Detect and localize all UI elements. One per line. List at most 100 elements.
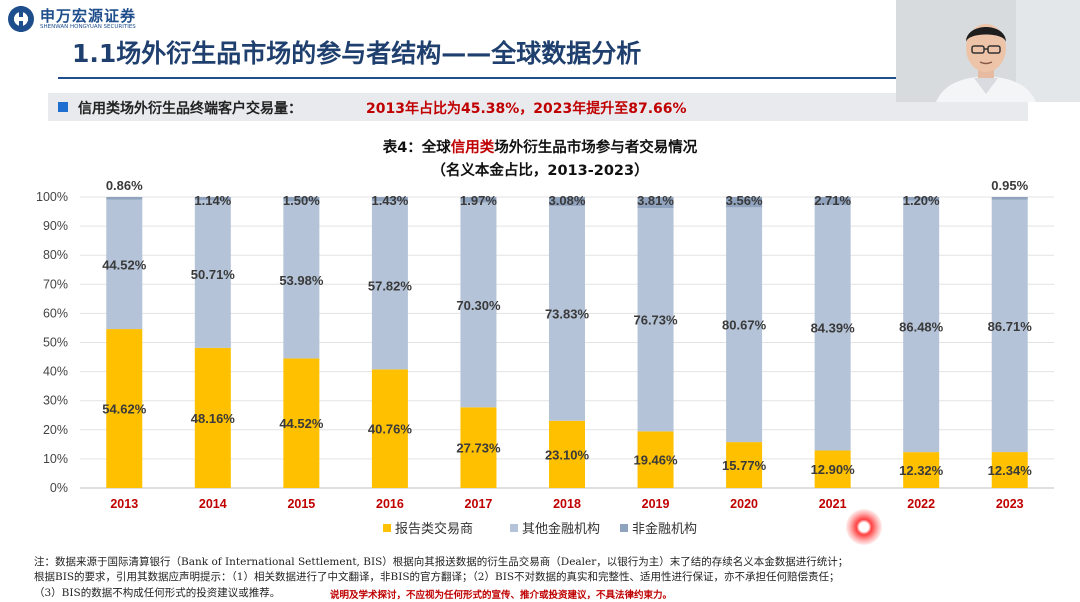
legend-swatch: [383, 524, 391, 532]
data-label: 50.71%: [191, 267, 236, 282]
data-label: 27.73%: [456, 441, 501, 456]
bar-segment: [637, 431, 674, 488]
bar-segment: [814, 450, 851, 488]
highlight-value: 2013年占比为45.38%，2023年提升至87.66%: [366, 101, 687, 117]
data-label: 15.77%: [722, 458, 767, 473]
data-label: 86.48%: [899, 319, 944, 334]
y-tick-label: 0%: [50, 481, 68, 495]
data-label: 2.71%: [814, 193, 851, 208]
data-label: 1.43%: [371, 193, 408, 208]
data-label: 84.39%: [811, 321, 856, 336]
source-note-line1: 注：数据来源于国际清算银行（Bank of International Sett…: [34, 556, 849, 568]
data-label: 73.83%: [545, 306, 590, 321]
bar-segment: [726, 442, 763, 488]
bar-segment: [460, 407, 497, 488]
data-label: 44.52%: [102, 257, 147, 272]
bar-segment: [549, 197, 585, 206]
y-tick-label: 40%: [43, 365, 68, 379]
chart-title-highlight: 信用类: [450, 140, 495, 156]
x-tick-label: 2017: [465, 497, 493, 511]
laser-pointer-icon: [846, 509, 882, 545]
logo-mark-icon: [8, 6, 34, 32]
bar-segment: [194, 200, 231, 348]
highlight-bar: 信用类场外衍生品终端客户交易量： 2013年占比为45.38%，2023年提升至…: [48, 93, 1028, 121]
bar-segment: [460, 202, 497, 408]
highlight-label: 信用类场外衍生品终端客户交易量：: [78, 101, 302, 117]
legend-label: 报告类交易商: [395, 521, 473, 537]
bar-segment: [903, 200, 940, 453]
data-label: 44.52%: [279, 416, 324, 431]
x-tick-label: 2018: [553, 497, 581, 511]
x-tick-label: 2014: [199, 497, 227, 511]
x-tick-label: 2022: [907, 497, 935, 511]
title-divider: [58, 77, 896, 79]
bar-segment: [991, 197, 1028, 200]
data-label: 12.90%: [811, 462, 856, 477]
data-label: 3.56%: [726, 193, 763, 208]
bar-segment: [637, 208, 674, 432]
data-label: 48.16%: [191, 411, 236, 426]
chart-title-line2: （名义本金占比，2013-2023）: [431, 163, 649, 179]
bar-segment: [194, 197, 231, 201]
y-tick-label: 90%: [43, 219, 68, 233]
y-tick-label: 80%: [43, 248, 68, 262]
data-label: 12.32%: [899, 463, 944, 478]
data-label: 86.71%: [988, 319, 1033, 334]
y-tick-label: 30%: [43, 394, 68, 408]
y-tick-label: 100%: [36, 190, 68, 204]
bar-segment: [371, 201, 408, 370]
bullet-square-icon: [58, 102, 68, 112]
bar-segment: [726, 207, 763, 443]
x-tick-label: 2023: [996, 497, 1024, 511]
data-label: 80.67%: [722, 318, 767, 333]
disclaimer-text: 说明及学术探讨，不应视为任何形式的宣传、推介或投资建议，不具法律约束力。: [330, 590, 673, 601]
data-label: 54.62%: [102, 402, 147, 417]
presenter-video: [896, 0, 1080, 102]
company-logo: 申万宏源证券 SHENWAN HONGYUAN SECURITIES: [6, 4, 146, 34]
data-label: 3.08%: [549, 193, 586, 208]
bar-segment: [549, 420, 585, 488]
logo-text-en: SHENWAN HONGYUAN SECURITIES: [40, 24, 136, 30]
legend-swatch: [620, 524, 628, 532]
data-label: 1.97%: [460, 193, 497, 208]
bar-segment: [814, 204, 851, 451]
bar-segment: [549, 205, 585, 421]
x-tick-label: 2021: [819, 497, 847, 511]
x-tick-label: 2016: [376, 497, 404, 511]
data-label: 57.82%: [368, 278, 413, 293]
x-tick-label: 2013: [110, 497, 138, 511]
bar-segment: [283, 201, 320, 359]
x-tick-label: 2019: [642, 497, 670, 511]
source-note-line3: （3）BIS的数据不构成任何形式的投资建议或推荐。: [34, 587, 281, 599]
bar-segment: [106, 329, 143, 488]
source-note-line2: 根据BIS的要求，引用其数据应声明提示：（1）相关数据进行了中文翻译，非BIS的…: [34, 571, 840, 583]
bar-segment: [903, 452, 940, 488]
y-tick-label: 10%: [43, 452, 68, 466]
bar-segment: [991, 452, 1028, 488]
legend-swatch: [510, 524, 518, 532]
y-tick-label: 20%: [43, 423, 68, 437]
x-tick-label: 2015: [287, 497, 315, 511]
logo-text-cn: 申万宏源证券: [40, 7, 137, 25]
bar-segment: [726, 197, 763, 208]
data-label: 1.14%: [194, 193, 231, 208]
bar-segment: [903, 197, 940, 201]
data-label: 3.81%: [637, 193, 674, 208]
y-tick-label: 60%: [43, 306, 68, 320]
bar-segment: [106, 199, 143, 330]
y-tick-label: 50%: [43, 336, 68, 350]
data-label: 0.86%: [106, 178, 143, 193]
presenter-avatar-icon: [896, 0, 1080, 102]
bar-segment: [283, 358, 320, 488]
bar-segment: [371, 369, 408, 488]
chart-title-suffix: 场外衍生品市场参与者交易情况: [494, 140, 698, 156]
data-label: 23.10%: [545, 447, 590, 462]
y-tick-label: 70%: [43, 277, 68, 291]
data-label: 12.34%: [988, 463, 1033, 478]
data-label: 70.30%: [456, 298, 501, 313]
bar-segment: [194, 347, 231, 488]
data-label: 40.76%: [368, 422, 413, 437]
data-label: 76.73%: [633, 313, 678, 328]
bar-segment: [283, 197, 320, 202]
